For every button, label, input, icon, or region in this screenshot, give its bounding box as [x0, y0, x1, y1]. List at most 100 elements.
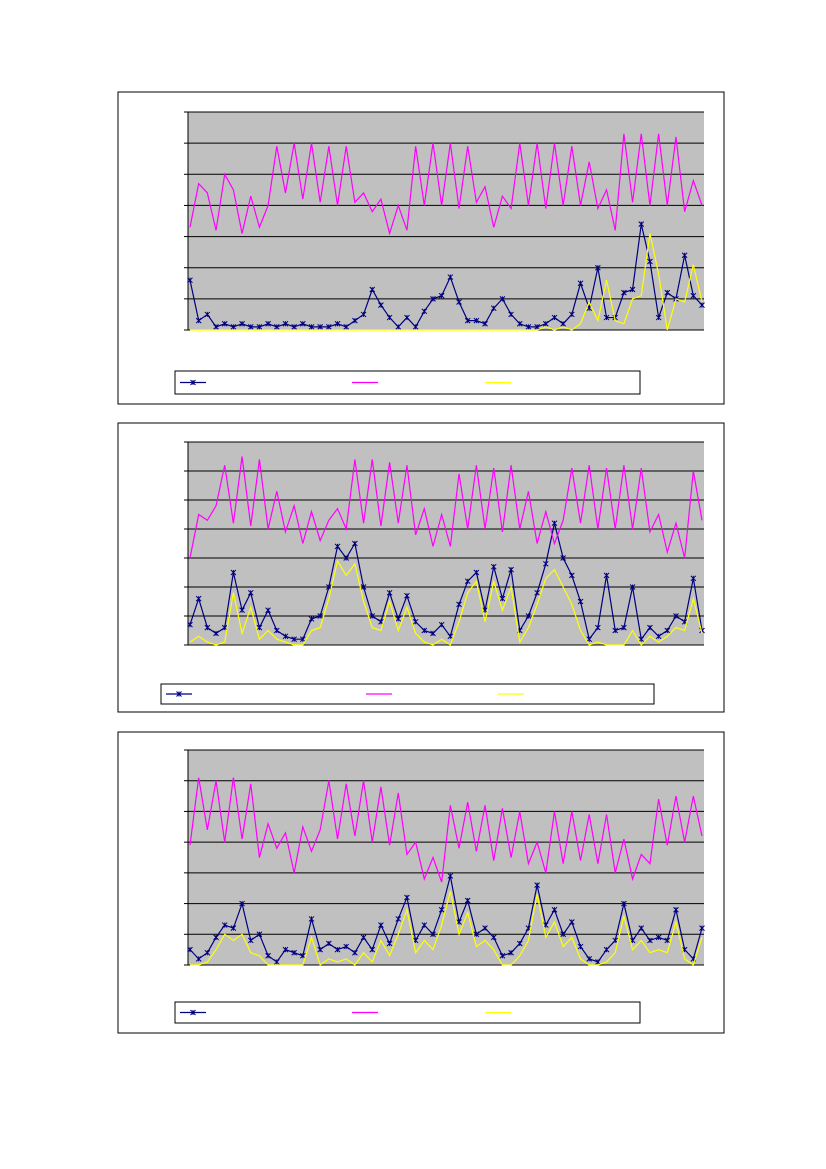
point-marker: [230, 324, 237, 330]
point-marker: [430, 296, 436, 302]
point-marker: [195, 317, 202, 324]
point-marker: [343, 555, 350, 561]
point-marker: [221, 320, 228, 327]
point-marker: [638, 636, 645, 643]
point-marker: [421, 308, 428, 315]
point-marker: [369, 286, 376, 293]
point-marker: [508, 566, 514, 573]
point-marker: [560, 931, 567, 938]
point-marker: [464, 578, 471, 585]
point-marker: [438, 292, 445, 299]
point-marker: [213, 934, 219, 941]
point-marker: [621, 624, 627, 631]
point-marker: [213, 630, 219, 637]
point-marker: [204, 949, 211, 956]
point-marker: [412, 324, 419, 330]
point-marker: [352, 317, 358, 324]
point-marker: [395, 324, 402, 330]
point-marker: [699, 925, 705, 931]
point-marker: [447, 633, 454, 640]
point-marker: [221, 922, 228, 928]
point-marker: [673, 613, 679, 619]
point-marker: [360, 311, 367, 318]
point-marker: [360, 934, 367, 941]
point-marker: [612, 937, 619, 944]
point-marker: [516, 940, 523, 947]
point-marker: [334, 543, 341, 550]
point-marker: [325, 584, 332, 590]
point-marker: [334, 946, 341, 953]
point-marker: [568, 919, 575, 925]
point-marker: [482, 320, 488, 327]
point-marker: [499, 952, 506, 959]
point-marker: [378, 922, 384, 928]
point-marker: [603, 572, 610, 579]
point-marker: [595, 959, 601, 965]
point-marker: [404, 314, 410, 321]
point-marker: [629, 286, 636, 293]
series-line: [190, 891, 703, 966]
point-marker: [282, 633, 289, 640]
point-marker: [447, 873, 454, 879]
point-marker: [473, 931, 480, 938]
point-marker: [595, 624, 601, 631]
point-marker: [247, 937, 254, 944]
point-marker: [308, 616, 315, 622]
point-marker: [551, 520, 558, 527]
chart: [117, 731, 725, 1034]
point-marker: [195, 956, 202, 962]
point-marker: [499, 296, 506, 302]
point-marker: [265, 607, 271, 614]
point-marker: [204, 624, 211, 631]
legend: [160, 683, 655, 705]
point-marker: [560, 555, 567, 561]
point-marker: [534, 324, 540, 330]
point-marker: [638, 925, 645, 931]
point-marker: [612, 627, 619, 634]
point-marker: [621, 900, 627, 907]
point-marker: [586, 636, 593, 643]
point-marker: [404, 894, 410, 901]
point-marker: [256, 624, 263, 631]
point-marker: [239, 320, 245, 327]
point-marker: [273, 627, 280, 634]
point-marker: [404, 592, 410, 599]
plot-area: [188, 112, 704, 330]
series-line: [189, 133, 703, 236]
point-marker: [438, 906, 445, 913]
point-marker: [464, 897, 471, 904]
point-marker: [204, 311, 211, 318]
point-marker: [456, 601, 462, 608]
point-marker: [490, 934, 497, 941]
legend-key-marker: [190, 379, 196, 386]
point-marker: [595, 264, 601, 271]
point-marker: [230, 925, 237, 931]
point-marker: [664, 289, 671, 296]
point-marker: [560, 320, 567, 327]
point-marker: [525, 613, 532, 619]
point-marker: [664, 937, 671, 944]
point-marker: [308, 324, 315, 330]
series-line: [189, 523, 703, 641]
point-marker: [291, 949, 297, 956]
point-marker: [551, 314, 558, 321]
point-marker: [534, 589, 540, 596]
point-marker: [456, 299, 462, 305]
point-marker: [334, 320, 341, 327]
point-marker: [464, 317, 471, 324]
point-marker: [655, 934, 662, 941]
point-marker: [568, 311, 575, 318]
point-marker: [317, 324, 324, 330]
point-marker: [247, 589, 254, 596]
point-marker: [360, 584, 367, 590]
point-marker: [603, 314, 610, 321]
plot-area: [188, 442, 704, 645]
point-marker: [577, 280, 584, 287]
point-marker: [647, 624, 653, 631]
point-marker: [499, 595, 506, 602]
point-marker: [681, 252, 688, 259]
point-marker: [239, 607, 245, 614]
point-marker: [256, 931, 263, 938]
point-marker: [299, 320, 306, 327]
